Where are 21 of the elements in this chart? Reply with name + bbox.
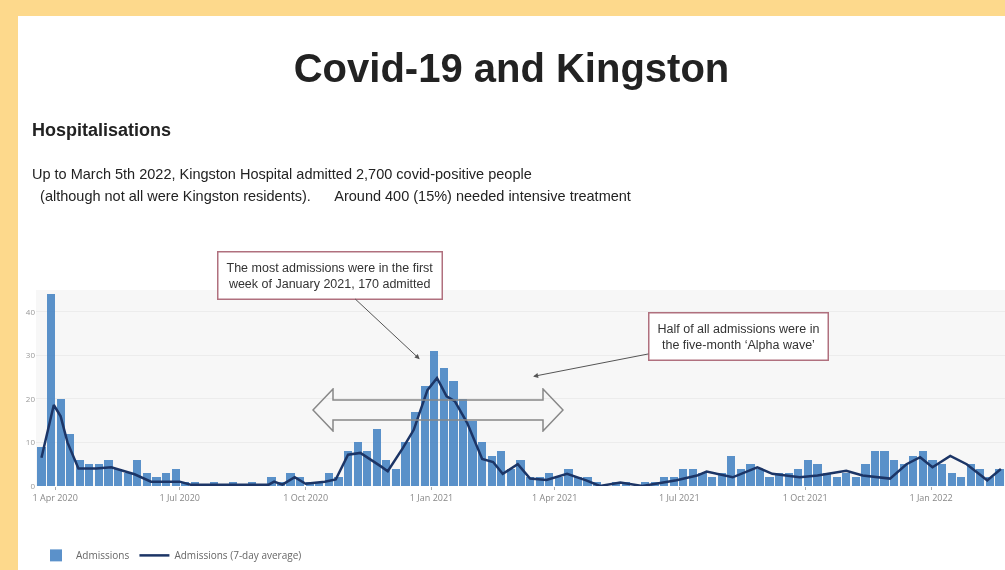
legend-label: Admissions (7-day average) <box>174 548 302 563</box>
legend-label: Admissions <box>76 548 130 563</box>
y-tick-label: 30 <box>25 349 36 361</box>
x-tick-label: 1 Jul 2020 <box>159 490 201 504</box>
x-tick-label: 1 Apr 2021 <box>532 490 578 504</box>
x-tick-label: 1 Oct 2020 <box>283 490 329 504</box>
y-tick-label: 10 <box>25 436 36 448</box>
x-tick-label: 1 Jan 2021 <box>409 490 454 504</box>
y-tick-label: 0 <box>30 479 36 491</box>
x-tick-label: 1 Apr 2020 <box>32 490 78 504</box>
x-tick-label: 1 Jul 2021 <box>658 490 700 504</box>
x-tick-label: 1 Jan 2022 <box>909 490 953 504</box>
chart-subtitle: Hospitalisations <box>32 120 172 141</box>
y-tick-label: 20 <box>25 392 36 404</box>
x-tick-label: 1 Oct 2021 <box>782 490 828 504</box>
chart-title: Covid-19 and Kingston <box>292 46 731 91</box>
line-series <box>40 376 1003 486</box>
y-tick-label: 40 <box>25 305 36 317</box>
annotation: The most admissions were in the first week of January 2021, 170 admitted <box>226 260 434 291</box>
text: Up to March 5th 2022, Kingston Hospital admitted 2,700 covid-positive people (although not all were Kingston residents). Around 400 (15%) needed intensive treatment <box>32 165 631 206</box>
annotation: Half of all admissions were in the five-month ‘Alpha wave’ <box>657 321 820 352</box>
